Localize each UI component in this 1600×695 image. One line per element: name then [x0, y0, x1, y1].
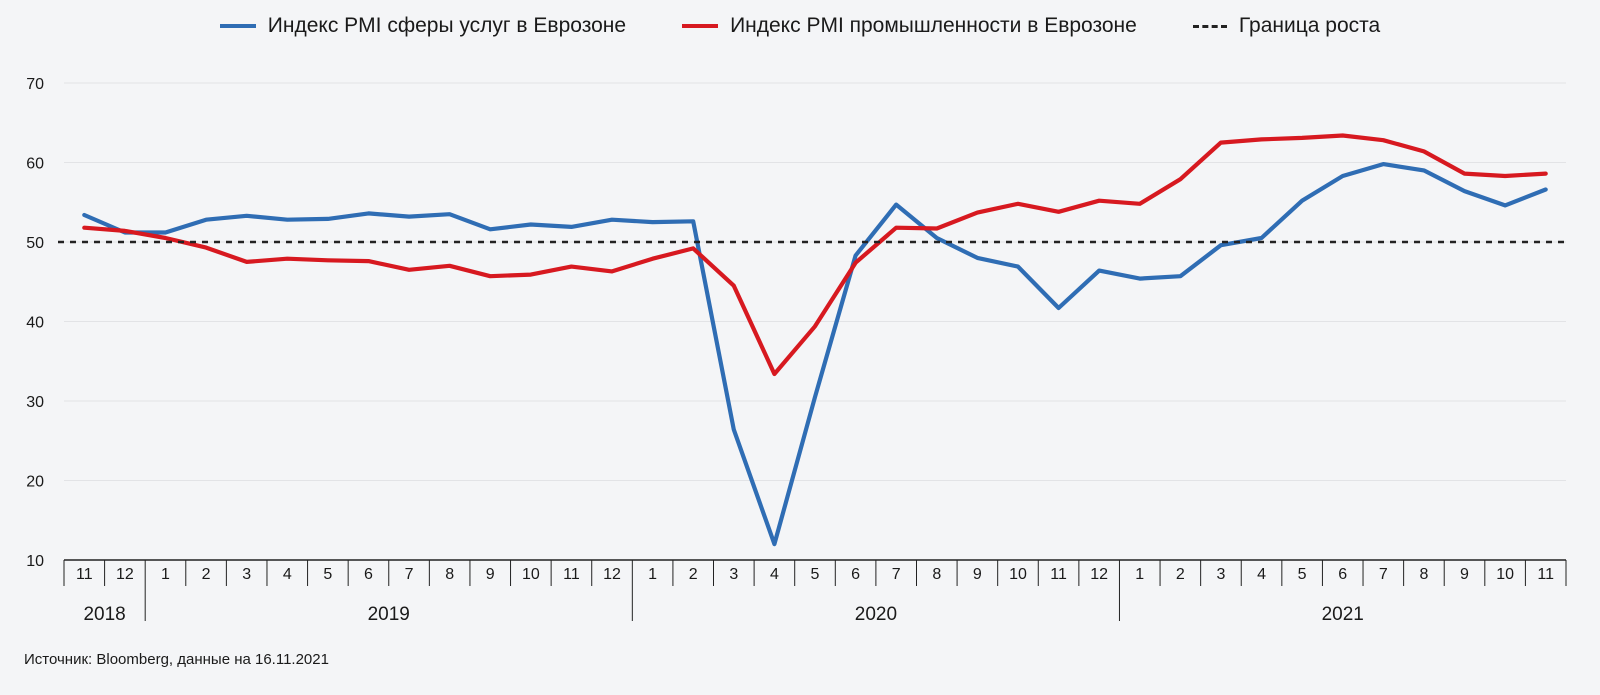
y-tick-label: 20	[26, 474, 44, 491]
legend-item-growth: Граница роста	[1192, 14, 1381, 38]
legend-label-growth: Граница роста	[1238, 14, 1381, 37]
x-tick-label: 10	[522, 566, 540, 583]
legend-swatch-industry	[682, 24, 719, 28]
y-tick-label: 70	[26, 76, 44, 93]
chart-legend: Индекс PMI сферы услуг в Еврозоне Индекс…	[0, 14, 1600, 38]
x-tick-label: 8	[445, 566, 454, 583]
x-tick-label: 3	[1216, 566, 1225, 583]
x-tick-label: 6	[1338, 566, 1347, 583]
x-tick-label: 6	[851, 566, 860, 583]
x-tick-label: 1	[648, 566, 657, 583]
x-tick-label: 9	[486, 566, 495, 583]
source-note: Источник: Bloomberg, данные на 16.11.202…	[24, 651, 329, 668]
y-tick-label: 30	[26, 394, 44, 411]
x-tick-label: 5	[811, 566, 820, 583]
x-tick-label: 12	[116, 566, 134, 583]
x-tick-label: 2	[202, 566, 211, 583]
x-tick-label: 4	[283, 566, 292, 583]
year-label: 2019	[368, 604, 410, 625]
x-tick-label: 6	[364, 566, 373, 583]
y-tick-label: 50	[26, 235, 44, 252]
x-tick-label: 10	[1496, 566, 1514, 583]
x-tick-label: 11	[563, 566, 580, 583]
x-tick-label: 3	[242, 566, 251, 583]
x-tick-label: 9	[1460, 566, 1469, 583]
year-label: 2020	[855, 604, 897, 625]
legend-swatch-growth	[1192, 24, 1227, 28]
x-tick-label: 4	[1257, 566, 1266, 583]
legend-swatch-services	[219, 24, 256, 28]
x-tick-label: 2	[1176, 566, 1185, 583]
x-tick-label: 9	[973, 566, 982, 583]
x-tick-label: 7	[1379, 566, 1388, 583]
x-tick-label: 5	[1298, 566, 1307, 583]
x-tick-label: 5	[323, 566, 332, 583]
x-tick-label: 7	[405, 566, 414, 583]
x-tick-label: 4	[770, 566, 779, 583]
y-tick-label: 60	[26, 156, 44, 173]
legend-label-industry: Индекс PMI промышленности в Еврозоне	[730, 14, 1137, 37]
x-tick-label: 1	[161, 566, 170, 583]
series-line-services	[82, 162, 1548, 547]
x-tick-label: 11	[1537, 566, 1554, 583]
y-tick-label: 10	[26, 553, 44, 570]
x-tick-label: 8	[1419, 566, 1428, 583]
x-tick-label: 1	[1135, 566, 1144, 583]
x-tick-label: 12	[1090, 566, 1108, 583]
x-tick-label: 7	[892, 566, 901, 583]
series-line-industry	[82, 133, 1548, 377]
x-tick-label: 2	[689, 566, 698, 583]
x-tick-label: 12	[603, 566, 621, 583]
x-tick-label: 11	[1050, 566, 1067, 583]
x-tick-label: 10	[1009, 566, 1027, 583]
year-label: 2021	[1322, 604, 1364, 625]
x-tick-label: 8	[932, 566, 941, 583]
legend-item-services: Индекс PMI сферы услуг в Еврозоне	[219, 14, 627, 38]
x-tick-label: 3	[729, 566, 738, 583]
year-label: 2018	[83, 604, 125, 625]
y-tick-label: 40	[26, 315, 44, 332]
x-tick-label: 11	[76, 566, 93, 583]
legend-label-services: Индекс PMI сферы услуг в Еврозоне	[267, 14, 627, 37]
legend-item-industry: Индекс PMI промышленности в Еврозоне	[682, 14, 1137, 38]
